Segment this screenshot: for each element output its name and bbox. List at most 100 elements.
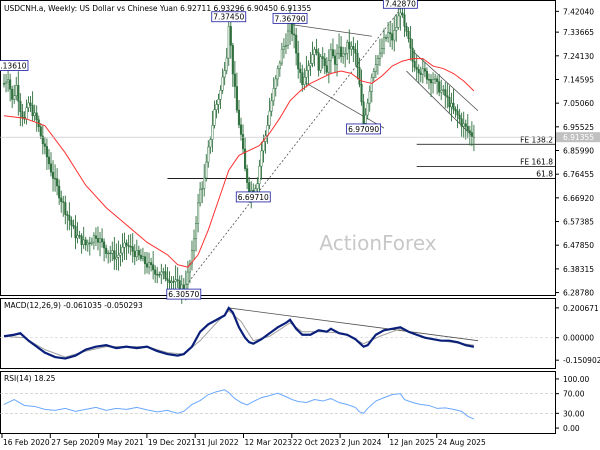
last-price-box xyxy=(556,132,600,143)
candle-body xyxy=(319,56,322,71)
fe-level-label: 61.8 xyxy=(536,170,553,179)
price-axis-label: 6.95525 xyxy=(563,123,594,132)
macd-axis-label: 0.00000 xyxy=(563,334,594,343)
candle-body xyxy=(217,98,220,105)
price-axis-label: 6.66920 xyxy=(563,194,594,203)
candle-body xyxy=(448,96,451,108)
candle-body xyxy=(458,114,461,120)
candle-body xyxy=(442,89,445,91)
candle-body xyxy=(387,32,390,38)
candle-body xyxy=(41,135,44,145)
candle-body xyxy=(456,110,459,116)
candle-body xyxy=(158,274,161,276)
candle-body xyxy=(399,12,402,17)
candle-body xyxy=(2,83,6,85)
candle-body xyxy=(47,156,50,165)
candle-body xyxy=(96,238,100,243)
candle-body xyxy=(129,246,132,248)
price-axis-label: 7.24130 xyxy=(563,52,594,61)
rsi-panel-border xyxy=(0,371,556,434)
candle-body xyxy=(342,53,345,57)
candle-body xyxy=(417,69,420,74)
candle-body xyxy=(356,52,359,68)
candle-body xyxy=(244,148,247,169)
candle-body xyxy=(389,32,392,34)
candle-body xyxy=(221,76,224,91)
candle-body xyxy=(421,68,424,75)
candle-body xyxy=(39,126,42,137)
candle-body xyxy=(211,125,214,140)
candle-body xyxy=(11,88,14,100)
candle-body xyxy=(186,271,189,285)
price-axis-label: 6.85990 xyxy=(563,147,594,156)
candle-body xyxy=(411,47,414,62)
candle-body xyxy=(174,279,177,282)
price-label: 7.13610 xyxy=(0,62,27,71)
candle-body xyxy=(452,102,455,110)
candle-body xyxy=(115,257,118,260)
candle-body xyxy=(66,214,69,216)
fe-level-label: FE 161.8 xyxy=(520,158,553,167)
candle-body xyxy=(258,165,261,184)
candle-body xyxy=(56,178,59,187)
candle-body xyxy=(107,252,110,255)
candle-body xyxy=(133,251,136,258)
candle-body xyxy=(139,254,142,259)
candle-body xyxy=(60,197,63,202)
candle-body xyxy=(466,126,469,131)
candle-body xyxy=(338,46,341,55)
price-label-box xyxy=(346,123,381,135)
candle-body xyxy=(21,111,24,118)
macd-axis-label: -0.150902 xyxy=(563,356,600,365)
candle-body xyxy=(321,56,324,59)
candle-body xyxy=(166,278,169,281)
price-label-box xyxy=(0,60,29,71)
candle-body xyxy=(58,185,61,199)
candle-body xyxy=(98,238,102,243)
candle-body xyxy=(45,146,48,158)
candle-body xyxy=(201,188,204,190)
candle-body xyxy=(352,46,355,50)
candle-body xyxy=(344,53,347,55)
candle-body xyxy=(284,45,287,47)
candle-body xyxy=(307,65,310,71)
rsi-axis-label: 100.00 xyxy=(563,375,589,384)
candle-body xyxy=(160,271,163,275)
candle-body xyxy=(413,61,416,68)
price-axis-label: 7.42040 xyxy=(563,7,594,16)
time-axis-label: 27 Sep 2020 xyxy=(51,438,99,447)
price-trendline xyxy=(289,23,372,37)
candle-body xyxy=(333,55,337,65)
candle-body xyxy=(178,280,181,290)
candle-body xyxy=(92,235,95,243)
candle-body xyxy=(295,34,298,54)
candle-body xyxy=(209,139,212,148)
candle-body xyxy=(76,235,79,239)
price-panel-border xyxy=(0,0,556,296)
candle-body xyxy=(415,66,418,70)
price-labels: 7.13610 7.37450 7.36790 7.42870 6.97090 6.697… xyxy=(0,0,418,300)
candle-body xyxy=(164,271,167,279)
candle-body xyxy=(225,57,228,71)
candle-body xyxy=(276,68,279,80)
candle-body xyxy=(150,262,153,265)
price-label: 6.97090 xyxy=(348,125,379,134)
candle-body xyxy=(172,281,175,283)
candle-body xyxy=(43,143,46,147)
time-axis: 16 Feb 2020 27 Sep 2020 9 May 2021 19 Dec 2… xyxy=(1,434,486,447)
price-axis-label: 6.28780 xyxy=(563,289,594,298)
time-axis-label: 31 Jul 2022 xyxy=(196,438,239,447)
macd-title: MACD(12,26,9) -0.061035 -0.050293 xyxy=(4,301,143,310)
candle-body xyxy=(460,118,463,127)
price-label-box xyxy=(166,288,202,300)
candle-body xyxy=(440,89,443,93)
candle-body xyxy=(19,100,22,112)
price-trendline xyxy=(183,9,401,289)
candle-body xyxy=(325,65,328,73)
candle-body xyxy=(313,49,316,55)
candle-body xyxy=(303,76,306,85)
candle-body xyxy=(286,30,290,46)
rsi-axis-label: 0.00 xyxy=(563,424,580,433)
candle-body xyxy=(168,280,171,284)
candle-body xyxy=(233,73,236,87)
